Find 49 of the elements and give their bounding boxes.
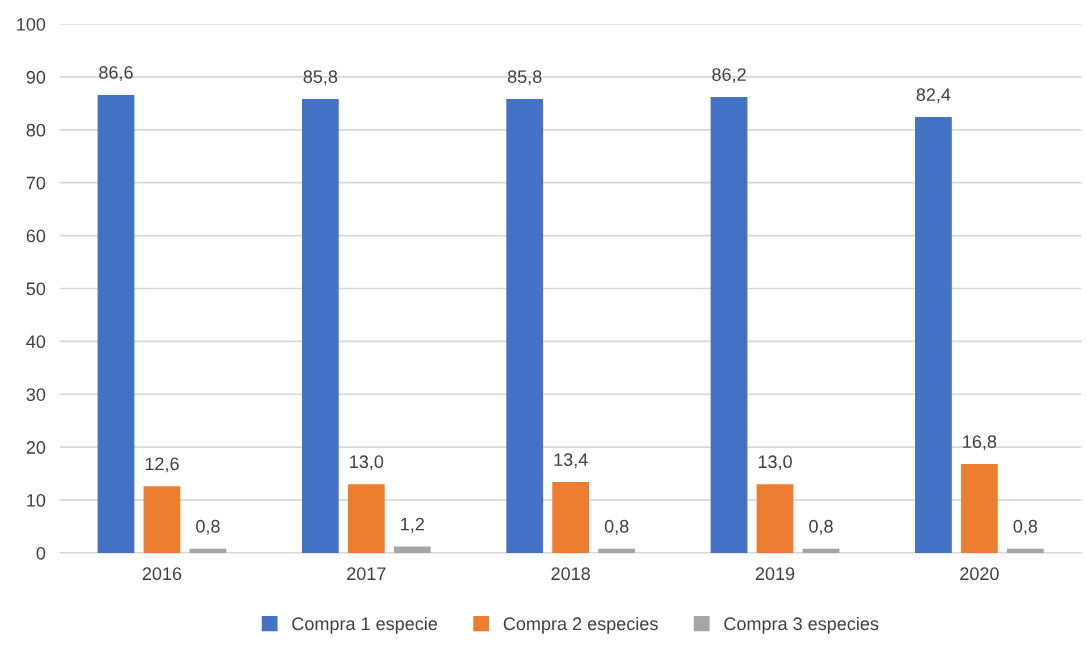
x-tick-label: 2020: [960, 567, 999, 581]
y-tick-label: 80: [26, 123, 46, 137]
bar: [506, 99, 544, 553]
x-tick-label: 2019: [755, 567, 795, 581]
data-label: 13,0: [758, 455, 792, 471]
data-label: 85,8: [303, 70, 338, 86]
y-tick-label: 100: [17, 17, 46, 31]
data-label: 85,8: [507, 70, 542, 86]
bar: [915, 117, 952, 553]
y-tick-label: 0: [36, 546, 46, 560]
y-tick-label: 90: [26, 70, 46, 84]
legend-label: Compra 3 especies: [724, 616, 879, 634]
y-tick-label: 60: [26, 229, 46, 243]
bar: [1006, 548, 1044, 553]
data-label: 86,6: [99, 66, 133, 81]
bar: [960, 464, 998, 553]
legend-label: Compra 2 especies: [503, 616, 658, 634]
bar: [710, 97, 748, 553]
y-tick-label: 20: [26, 441, 46, 454]
bar: [552, 482, 590, 553]
data-label: 0,8: [196, 519, 220, 535]
y-tick-label: 50: [26, 282, 46, 296]
data-label: 0,8: [604, 519, 629, 535]
legend-label: Compra 1 especie: [292, 616, 438, 634]
data-label: 13,0: [350, 455, 384, 471]
x-tick-label: 2018: [551, 567, 590, 581]
bar: [189, 548, 227, 553]
data-label: 86,2: [712, 68, 746, 84]
data-label: 82,4: [916, 88, 951, 104]
bar: [347, 484, 385, 553]
data-label: 13,4: [554, 453, 588, 469]
bar: [393, 546, 431, 553]
bar: [802, 548, 840, 553]
data-label: 1,2: [401, 517, 424, 533]
y-tick-label: 30: [26, 388, 46, 401]
data-label: 0,8: [809, 519, 833, 535]
data-label: 0,8: [1013, 519, 1038, 535]
x-tick-label: 2017: [347, 567, 386, 581]
data-label: 12,6: [145, 457, 179, 473]
data-label: 16,8: [963, 435, 997, 451]
bar: [97, 94, 135, 553]
bar: [598, 548, 636, 553]
y-tick-label: 70: [26, 176, 46, 190]
x-tick-label: 2016: [142, 567, 182, 581]
y-tick-label: 40: [26, 335, 46, 349]
bar: [301, 99, 339, 553]
y-tick-label: 10: [27, 493, 46, 507]
bar: [756, 484, 794, 553]
bar: [143, 486, 181, 553]
